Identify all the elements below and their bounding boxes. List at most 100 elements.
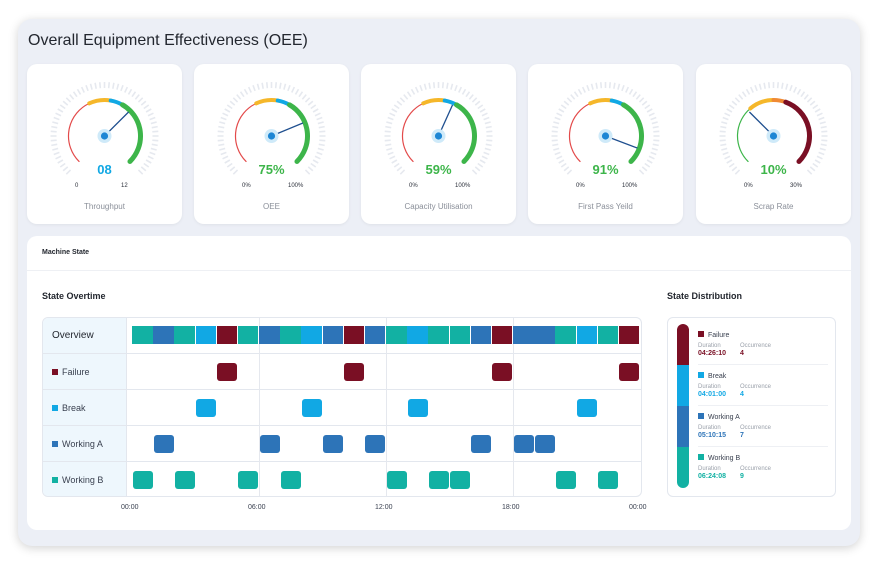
time-tick-label: 06:00 (248, 504, 266, 511)
event-working-b[interactable] (598, 471, 619, 489)
overview-segment-working-a[interactable] (470, 326, 492, 344)
row-divider (43, 389, 641, 390)
gauge-value: 91% (592, 162, 619, 177)
legend-swatch (52, 405, 58, 411)
event-working-a[interactable] (534, 435, 555, 453)
state-distribution-title: State Distribution (667, 291, 743, 301)
distribution-bar-break (677, 365, 689, 406)
gauge-label: First Pass Yeild (578, 202, 633, 211)
page-title: Overall Equipment Effectiveness (OEE) (28, 32, 308, 49)
gauge-max-label: 100% (622, 183, 638, 189)
overview-segment-break[interactable] (301, 326, 322, 344)
event-working-b[interactable] (132, 471, 153, 489)
time-gridline (259, 318, 260, 496)
distribution-name: Working B (698, 454, 740, 462)
gauge-label: Capacity Utilisation (404, 202, 473, 211)
distribution-name: Failure (698, 331, 729, 339)
gauge-min-label: 0% (744, 183, 753, 189)
event-failure[interactable] (619, 363, 640, 381)
distribution-item-break: Break Duration Occurrence 04:01:00 4 (698, 365, 828, 406)
occurrence-value: 7 (740, 432, 744, 439)
gauge-icon (217, 82, 326, 175)
overview-segment-working-b[interactable] (428, 326, 449, 344)
event-break[interactable] (301, 399, 322, 417)
duration-value: 04:01:00 (698, 391, 727, 398)
gauge-value: 08 (97, 162, 112, 177)
distribution-item-working-a: Working A Duration Occurrence 05:10:15 7 (698, 406, 828, 447)
overview-segment-failure[interactable] (618, 326, 640, 344)
overview-segment-working-a[interactable] (153, 326, 174, 344)
occurrence-label: Occurrence (740, 425, 772, 431)
legend-swatch (698, 331, 704, 337)
overview-segment-working-b[interactable] (555, 326, 576, 344)
gauge-icon (50, 82, 159, 175)
divider (698, 364, 828, 365)
overview-segment-break[interactable] (576, 326, 598, 344)
event-working-b[interactable] (450, 471, 471, 489)
event-break[interactable] (407, 399, 428, 417)
gauge-min-label: 0% (242, 183, 251, 189)
event-working-b[interactable] (238, 471, 259, 489)
overview-segment-working-b[interactable] (597, 326, 619, 344)
gauge-card-oee: 75% 0% 100% OEE (194, 64, 349, 224)
event-working-b[interactable] (555, 471, 576, 489)
overview-segment-working-b[interactable] (449, 326, 471, 344)
overview-segment-working-b[interactable] (132, 326, 153, 344)
event-working-a[interactable] (513, 435, 534, 453)
duration-value: 05:10:15 (698, 432, 727, 439)
event-working-b[interactable] (280, 471, 301, 489)
overview-segment-working-b[interactable] (237, 326, 259, 344)
distribution-bar-working-b (677, 447, 689, 488)
event-working-a[interactable] (365, 435, 386, 453)
event-failure[interactable] (492, 363, 513, 381)
overview-segment-failure[interactable] (491, 326, 513, 344)
occurrence-label: Occurrence (740, 343, 772, 349)
gauge-card-throughput: 08 0 12 Throughput (27, 64, 182, 224)
event-failure[interactable] (217, 363, 238, 381)
overview-segment-working-b[interactable] (386, 326, 407, 344)
gauge-icon (384, 82, 493, 175)
event-working-b[interactable] (428, 471, 449, 489)
gauge-min-label: 0 (75, 183, 79, 189)
machine-state-card: Machine State State Overtime State Distr… (27, 236, 851, 530)
overview-segment-working-a[interactable] (259, 326, 280, 344)
event-failure[interactable] (344, 363, 365, 381)
overview-segment-working-b[interactable] (174, 326, 195, 344)
overview-segment-working-a[interactable] (513, 326, 534, 344)
overview-segment-failure[interactable] (343, 326, 365, 344)
event-break[interactable] (196, 399, 217, 417)
occurrence-label: Occurrence (740, 466, 772, 472)
overview-segment-working-a[interactable] (322, 326, 344, 344)
overview-segment-working-b[interactable] (280, 326, 301, 344)
gauge-max-label: 30% (790, 183, 803, 189)
event-break[interactable] (577, 399, 598, 417)
overview-segment-break[interactable] (195, 326, 217, 344)
divider (27, 270, 851, 271)
distribution-name: Break (698, 372, 726, 380)
row-label-text: Break (62, 403, 86, 413)
legend-swatch (52, 477, 58, 483)
overview-segment-failure[interactable] (216, 326, 238, 344)
distribution-name-text: Working A (708, 414, 740, 421)
distribution-item-failure: Failure Duration Occurrence 04:26:10 4 (698, 324, 828, 365)
overview-segment-break[interactable] (407, 326, 428, 344)
event-working-b[interactable] (386, 471, 407, 489)
event-working-a[interactable] (471, 435, 492, 453)
event-working-a[interactable] (153, 435, 174, 453)
event-working-b[interactable] (174, 471, 195, 489)
event-working-a[interactable] (323, 435, 344, 453)
distribution-bar-working-a (677, 406, 689, 447)
gauge-icon (719, 82, 828, 175)
gauge-label: Scrap Rate (753, 202, 794, 211)
duration-label: Duration (698, 384, 721, 390)
row-label-text: Failure (62, 367, 90, 377)
legend-swatch (698, 372, 704, 378)
event-working-a[interactable] (259, 435, 280, 453)
time-tick-label: 00:00 (121, 504, 139, 511)
state-overtime-title: State Overtime (42, 291, 106, 301)
gauge-max-label: 100% (455, 183, 471, 189)
overview-segment-working-a[interactable] (534, 326, 555, 344)
machine-state-header: Machine State (42, 249, 90, 256)
time-gridline (386, 318, 387, 496)
overview-segment-working-a[interactable] (364, 326, 386, 344)
